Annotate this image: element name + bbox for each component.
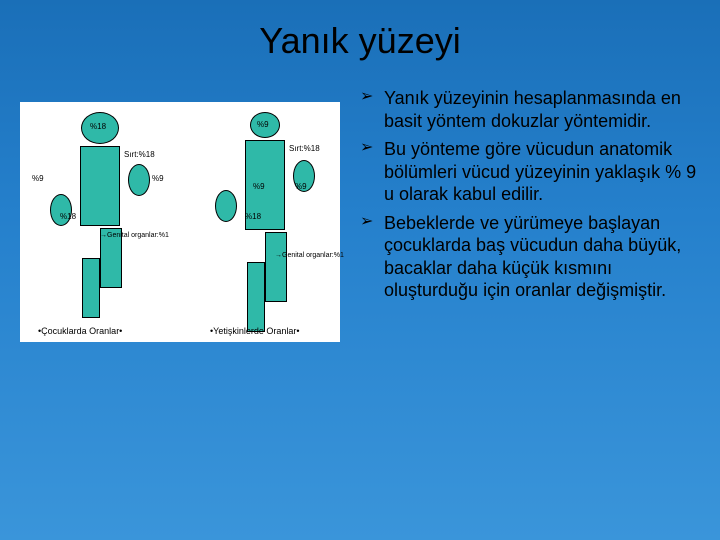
bullet-item: Bebeklerde ve yürümeye başlayan çocuklar… [360,212,700,302]
slide-title: Yanık yüzeyi [0,0,720,72]
text-column: Yanık yüzeyinin hesaplanmasında en basit… [340,72,700,342]
arm-left-shape [50,194,72,226]
label-back: Sırt:%18 [289,144,320,153]
leg-left-shape [247,262,265,332]
figure-adult: %9 Sırt:%18 %9 %9 %18 →Genital organlar:… [195,112,335,312]
label-genital: →Genital organlar:%1 [275,252,344,259]
body-diagram: %18 Sırt:%18 %9 %9 %18 →Genital organlar… [20,102,340,342]
label-back: Sırt:%18 [124,150,155,159]
label-arm-right: %9 [295,182,307,191]
label-head: %18 [90,122,106,131]
bullet-item: Yanık yüzeyinin hesaplanmasında en basit… [360,87,700,132]
leg-left-shape [82,258,100,318]
leg-right-shape [265,232,287,302]
torso-shape [80,146,120,226]
label-leg: %18 [60,212,76,221]
figure-child: %18 Sırt:%18 %9 %9 %18 →Genital organlar… [30,112,170,312]
label-arm-right: %9 [152,174,164,183]
caption-adult: •Yetişkinlerde Oranlar• [210,326,300,336]
arm-right-shape [128,164,150,196]
label-arm-left: %9 [32,174,44,183]
arm-left-shape [215,190,237,222]
diagram-panel: %18 Sırt:%18 %9 %9 %18 →Genital organlar… [20,102,340,342]
bullet-item: Bu yönteme göre vücudun anatomik bölümle… [360,138,700,206]
label-leg: %18 [245,212,261,221]
caption-child: •Çocuklarda Oranlar• [38,326,122,336]
label-arm-left: %9 [253,182,265,191]
label-head: %9 [257,120,269,129]
bullet-list: Yanık yüzeyinin hesaplanmasında en basit… [360,87,700,302]
content-row: %18 Sırt:%18 %9 %9 %18 →Genital organlar… [0,72,720,342]
label-genital: →Genital organlar:%1 [100,232,169,239]
